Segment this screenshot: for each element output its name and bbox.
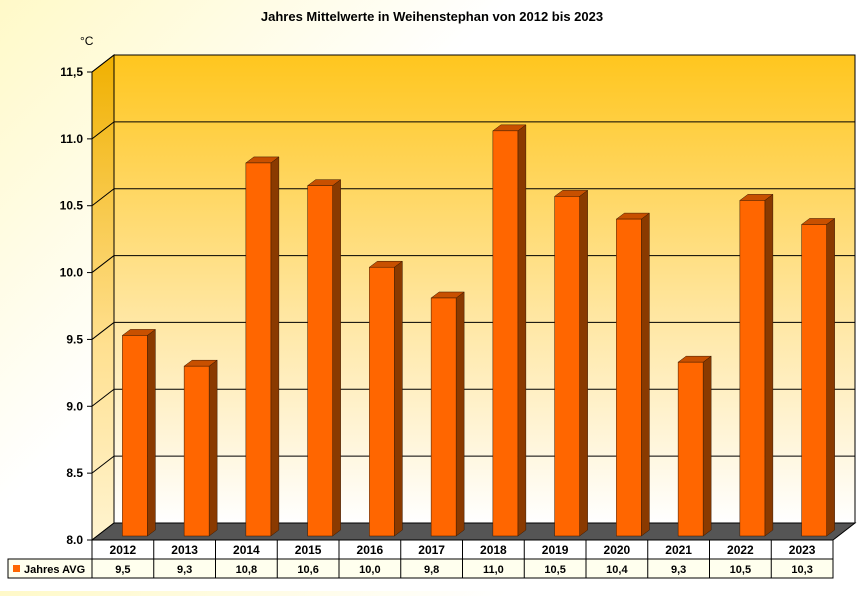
- data-label: 10,6: [297, 564, 318, 576]
- data-label: 10,4: [606, 564, 628, 576]
- bar: [492, 130, 519, 537]
- gridline-side: [91, 322, 115, 340]
- bar: [801, 224, 827, 537]
- x-tick-label: 2015: [295, 543, 322, 557]
- bar-side: [147, 328, 156, 537]
- bar: [739, 200, 766, 537]
- bar-side: [764, 193, 774, 537]
- x-tick-label: 2022: [727, 543, 754, 557]
- bar: [369, 266, 395, 537]
- bar: [183, 365, 210, 537]
- x-tick-label: 2012: [110, 543, 137, 557]
- legend-label: Jahres AVG: [24, 564, 85, 576]
- y-tick-label: 9.0: [66, 399, 83, 413]
- gridline-side: [91, 388, 115, 407]
- bar: [430, 297, 457, 537]
- bar-side: [641, 212, 650, 537]
- data-label: 9,3: [671, 564, 686, 576]
- data-label: 10,5: [730, 564, 751, 576]
- bar: [677, 361, 704, 537]
- data-label: 9,3: [177, 564, 192, 576]
- gridline-side: [91, 455, 115, 474]
- plot-area: 8.0 8.5 9.0 9.5 10.0 10.5 11.0 11,5: [60, 53, 857, 547]
- chart-title: Jahres Mittelwerte in Weihenstephan von …: [261, 9, 603, 24]
- gridline-side: [91, 121, 115, 140]
- gridline-side: [91, 188, 115, 207]
- data-table: 2012 2013 2014 2015 2016 2017 2018 2019 2020 2021…: [7, 539, 834, 579]
- x-tick-label: 2018: [480, 543, 507, 557]
- y-tick-label: 11,5: [60, 65, 83, 79]
- bar-side: [332, 179, 341, 537]
- x-tick-label: 2019: [542, 543, 569, 557]
- x-tick-label: 2021: [665, 543, 692, 557]
- bar-side: [702, 355, 712, 537]
- data-label: 10,3: [791, 564, 812, 576]
- bar-side: [394, 260, 403, 537]
- bar: [554, 196, 580, 537]
- y-tick-label: 11.0: [60, 132, 83, 146]
- bar-side: [270, 156, 280, 537]
- x-tick-label: 2020: [604, 543, 631, 557]
- side-wall: [91, 53, 115, 542]
- bar-side: [579, 189, 588, 537]
- data-label: 9,8: [424, 564, 439, 576]
- y-axis-unit: °C: [80, 34, 94, 48]
- x-tick-label: 2014: [233, 543, 260, 557]
- bar-side: [517, 124, 527, 537]
- bar-side: [455, 291, 465, 537]
- data-label: 10,8: [236, 564, 257, 576]
- bar: [616, 218, 642, 537]
- y-tick-label: 8.5: [66, 466, 83, 480]
- data-label: 10,0: [359, 564, 380, 576]
- y-tick-label: 10.0: [60, 266, 84, 280]
- bar: [307, 185, 333, 537]
- x-tick-label: 2023: [789, 543, 816, 557]
- data-label: 11,0: [483, 564, 504, 576]
- y-tick-label: 8.0: [66, 533, 83, 547]
- bar-side: [826, 217, 835, 537]
- gridline-side: [91, 255, 115, 273]
- x-tick-label: 2013: [171, 543, 198, 557]
- y-tick-label: 9.5: [66, 332, 83, 346]
- data-label: 9,5: [115, 564, 130, 576]
- bar-side: [208, 359, 218, 537]
- x-tick-label: 2016: [357, 543, 384, 557]
- gridline-side: [91, 54, 115, 73]
- data-label: 10,5: [544, 564, 565, 576]
- bar: [245, 162, 272, 537]
- y-tick-label: 10.5: [60, 199, 84, 213]
- bar: [122, 335, 148, 537]
- legend-swatch: [13, 565, 20, 572]
- x-tick-label: 2017: [418, 543, 445, 557]
